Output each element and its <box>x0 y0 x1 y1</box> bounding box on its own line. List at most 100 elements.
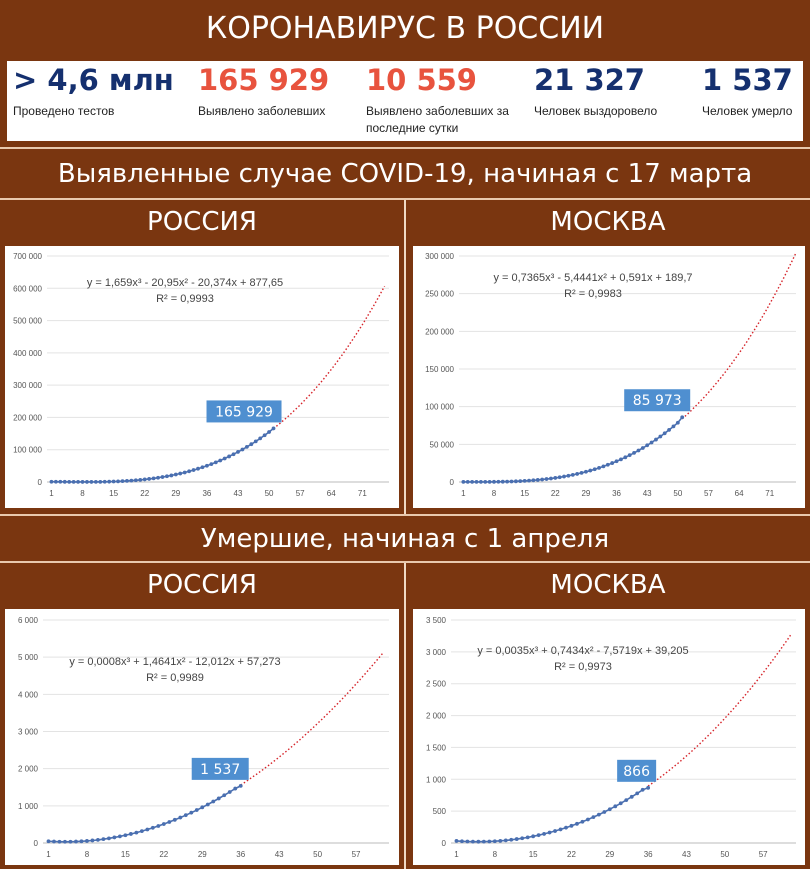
data-point <box>667 428 671 432</box>
data-point <box>200 805 205 810</box>
y-tick-label: 200 000 <box>425 327 454 336</box>
data-point <box>222 456 227 461</box>
stat-label: Выявлено заболевших за последние сутки <box>366 104 509 135</box>
data-point <box>649 440 654 445</box>
data-point <box>547 830 552 835</box>
data-point <box>575 472 580 476</box>
data-point <box>553 829 557 833</box>
x-tick-label: 1 <box>49 489 54 498</box>
stat-label: Человек выздоровело <box>534 104 658 118</box>
stat-label: Человек умерло <box>702 104 793 118</box>
callout-label: 85 973 <box>633 393 682 409</box>
data-point <box>522 479 527 483</box>
data-point <box>62 479 67 484</box>
data-point <box>460 839 464 844</box>
data-point <box>145 827 150 832</box>
x-tick-label: 1 <box>46 850 51 859</box>
x-tick-label: 1 <box>454 850 459 859</box>
callout-label: 866 <box>623 764 650 780</box>
x-tick-label: 50 <box>265 489 274 498</box>
data-point <box>85 480 89 484</box>
data-point <box>58 479 63 484</box>
chart-svg: 0 100 000 200 000 300 000 400 000 500 000 600 … <box>13 252 389 498</box>
data-point <box>240 447 245 452</box>
x-tick-label: 71 <box>358 489 367 498</box>
data-point <box>191 468 196 472</box>
data-point <box>204 463 209 468</box>
y-tick-label: 1 500 <box>426 743 447 752</box>
r-squared: R² = 0,9973 <box>554 661 612 673</box>
x-tick-label: 8 <box>493 850 498 859</box>
data-point <box>160 475 165 479</box>
data-point <box>53 479 58 484</box>
trend-line <box>273 285 386 430</box>
x-tick-label: 22 <box>567 850 576 859</box>
data-point <box>562 474 566 479</box>
y-tick-label: 150 000 <box>425 365 454 374</box>
data-point <box>465 839 470 844</box>
data-point <box>675 420 680 425</box>
y-tick-label: 3 000 <box>426 648 447 657</box>
y-tick-label: 4 000 <box>18 690 39 699</box>
data-point <box>536 833 541 838</box>
data-point <box>635 791 640 796</box>
chart-cases-moscow: 0 50 000 100 000 150 000 200 000 250 000 300 0… <box>413 246 805 508</box>
x-tick-label: 8 <box>492 489 497 498</box>
y-tick-label: 100 000 <box>13 446 42 455</box>
data-point <box>236 450 240 454</box>
data-point <box>487 839 492 844</box>
y-tick-label: 250 000 <box>425 290 454 299</box>
data-point <box>513 479 518 484</box>
region-label-russia: РОССИЯ <box>147 207 257 237</box>
data-point <box>165 474 169 479</box>
y-tick-label: 700 000 <box>13 252 42 261</box>
data-point <box>646 785 651 790</box>
divider <box>404 200 406 514</box>
x-tick-label: 57 <box>704 489 713 498</box>
data-point <box>123 833 128 838</box>
data-point <box>63 839 67 844</box>
data-point <box>671 424 676 429</box>
x-tick-label: 15 <box>121 850 130 859</box>
data-point <box>128 832 133 836</box>
data-point <box>262 433 267 438</box>
data-point <box>654 437 658 442</box>
data-point <box>49 479 54 484</box>
data-point <box>535 478 540 482</box>
series-line <box>463 416 683 483</box>
data-point <box>627 453 632 458</box>
data-point <box>470 479 475 484</box>
data-point <box>167 820 172 824</box>
data-point <box>194 808 199 812</box>
data-point <box>588 468 593 473</box>
data-point <box>102 479 107 484</box>
data-point <box>139 829 144 834</box>
data-point <box>156 824 161 828</box>
x-tick-label: 71 <box>765 489 774 498</box>
divider <box>0 561 810 563</box>
data-point <box>498 838 503 843</box>
data-point <box>216 796 221 801</box>
data-point <box>244 445 249 449</box>
x-tick-label: 43 <box>682 850 691 859</box>
y-tick-label: 0 <box>442 839 447 848</box>
chart-svg: 0 50 000 100 000 150 000 200 000 250 000 300 0… <box>425 252 797 498</box>
data-point <box>564 825 568 830</box>
y-tick-label: 100 000 <box>425 403 454 412</box>
data-point <box>640 787 645 792</box>
chart-deaths-moscow: 0 500 1 000 1 500 2 000 2 500 3 000 3 500 1 8 15 22… <box>413 609 805 865</box>
value-callout <box>617 759 657 782</box>
stat-value: 21 327 <box>534 63 645 97</box>
data-point <box>227 454 232 459</box>
y-tick-label: 600 000 <box>13 284 42 293</box>
data-point <box>231 452 236 457</box>
data-point <box>205 802 210 807</box>
y-tick-label: 2 500 <box>426 680 447 689</box>
y-tick-label: 400 000 <box>13 349 42 358</box>
data-point <box>101 837 106 842</box>
data-point <box>540 477 545 482</box>
data-point <box>557 475 562 480</box>
y-tick-label: 300 000 <box>13 381 42 390</box>
x-tick-label: 57 <box>759 850 768 859</box>
data-point <box>613 804 618 809</box>
